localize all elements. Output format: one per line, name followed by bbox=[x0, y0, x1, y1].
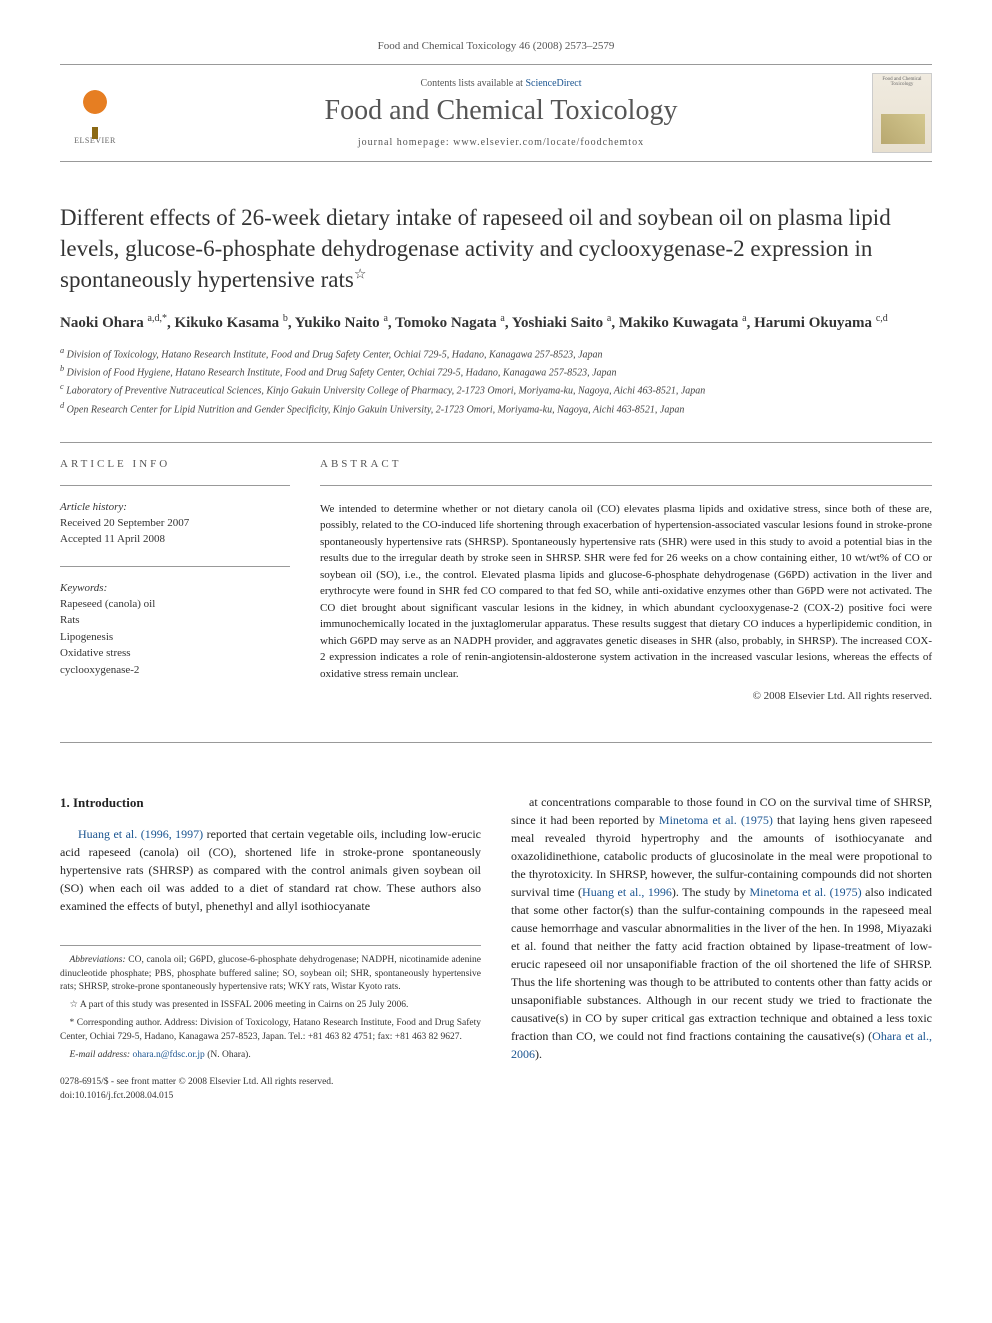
ref-link[interactable]: Huang et al., 1996 bbox=[582, 885, 672, 899]
email-label: E-mail address: bbox=[70, 1050, 131, 1060]
abbreviations-footnote: Abbreviations: CO, canola oil; G6PD, glu… bbox=[60, 954, 481, 995]
abstract-divider bbox=[320, 485, 932, 486]
elsevier-logo: ELSEVIER bbox=[60, 73, 130, 153]
affiliation-2: c Laboratory of Preventive Nutraceutical… bbox=[60, 381, 932, 398]
keyword-1: Rats bbox=[60, 612, 290, 629]
contents-prefix: Contents lists available at bbox=[420, 78, 525, 89]
keywords-label: Keywords: bbox=[60, 582, 290, 594]
divider-below-abstract bbox=[60, 742, 932, 743]
ref-link[interactable]: Minetoma et al. (1975) bbox=[659, 813, 773, 827]
article-history-block: Article history: Received 20 September 2… bbox=[60, 501, 290, 548]
divider-line bbox=[60, 442, 932, 443]
title-text: Different effects of 26-week dietary int… bbox=[60, 205, 891, 292]
keyword-2: Lipogenesis bbox=[60, 629, 290, 646]
star-footnote: ☆ A part of this study was presented in … bbox=[60, 999, 481, 1013]
contents-available-line: Contents lists available at ScienceDirec… bbox=[150, 78, 852, 89]
email-footnote: E-mail address: ohara.n@fdsc.or.jp (N. O… bbox=[60, 1049, 481, 1063]
sciencedirect-link[interactable]: ScienceDirect bbox=[525, 78, 581, 89]
footnotes-block: Abbreviations: CO, canola oil; G6PD, glu… bbox=[60, 945, 481, 1062]
journal-homepage-line: journal homepage: www.elsevier.com/locat… bbox=[150, 137, 852, 148]
abstract-copyright: © 2008 Elsevier Ltd. All rights reserved… bbox=[320, 690, 932, 702]
elsevier-tree-icon bbox=[70, 82, 120, 132]
email-suffix: (N. Ohara). bbox=[205, 1050, 251, 1060]
journal-banner: ELSEVIER Contents lists available at Sci… bbox=[60, 64, 932, 162]
affiliations-list: a Division of Toxicology, Hatano Researc… bbox=[60, 345, 932, 417]
body-column-left: 1. Introduction Huang et al. (1996, 1997… bbox=[60, 793, 481, 1102]
ref-link[interactable]: Ohara et al., 2006 bbox=[511, 1029, 932, 1061]
affiliation-1: b Division of Food Hygiene, Hatano Resea… bbox=[60, 363, 932, 380]
journal-cover-thumbnail: Food and Chemical Toxicology bbox=[872, 73, 932, 153]
intro-paragraph-1: Huang et al. (1996, 1997) reported that … bbox=[60, 825, 481, 915]
corresponding-author-footnote: * Corresponding author. Address: Divisio… bbox=[60, 1017, 481, 1045]
abstract-column: ABSTRACT We intended to determine whethe… bbox=[320, 458, 932, 703]
article-info-column: ARTICLE INFO Article history: Received 2… bbox=[60, 458, 290, 703]
abbrev-label: Abbreviations: bbox=[70, 955, 126, 965]
keyword-0: Rapeseed (canola) oil bbox=[60, 596, 290, 613]
body-column-right: at concentrations comparable to those fo… bbox=[511, 793, 932, 1102]
banner-center: Contents lists available at ScienceDirec… bbox=[130, 78, 872, 148]
keyword-3: Oxidative stress bbox=[60, 645, 290, 662]
article-title: Different effects of 26-week dietary int… bbox=[60, 202, 932, 295]
info-divider-1 bbox=[60, 485, 290, 486]
doi-line: doi:10.1016/j.fct.2008.04.015 bbox=[60, 1090, 481, 1103]
running-header: Food and Chemical Toxicology 46 (2008) 2… bbox=[60, 40, 932, 52]
abstract-text: We intended to determine whether or not … bbox=[320, 501, 932, 683]
abstract-heading: ABSTRACT bbox=[320, 458, 932, 470]
affiliation-0: a Division of Toxicology, Hatano Researc… bbox=[60, 345, 932, 362]
ref-huang-1996-1997[interactable]: Huang et al. (1996, 1997) bbox=[78, 827, 203, 841]
email-link[interactable]: ohara.n@fdsc.or.jp bbox=[130, 1050, 205, 1060]
page-container: Food and Chemical Toxicology 46 (2008) 2… bbox=[0, 0, 992, 1143]
intro-paragraph-2: at concentrations comparable to those fo… bbox=[511, 793, 932, 1063]
corr-label: * Corresponding author. bbox=[70, 1018, 162, 1028]
body-columns: 1. Introduction Huang et al. (1996, 1997… bbox=[60, 793, 932, 1102]
homepage-prefix: journal homepage: bbox=[358, 137, 453, 148]
homepage-url[interactable]: www.elsevier.com/locate/foodchemtox bbox=[453, 137, 644, 148]
journal-name: Food and Chemical Toxicology bbox=[150, 95, 852, 127]
front-matter-line: 0278-6915/$ - see front matter © 2008 El… bbox=[60, 1076, 481, 1089]
keyword-4: cyclooxygenase-2 bbox=[60, 662, 290, 679]
info-divider-2 bbox=[60, 566, 290, 567]
section-1-heading: 1. Introduction bbox=[60, 793, 481, 813]
info-abstract-row: ARTICLE INFO Article history: Received 2… bbox=[60, 458, 932, 703]
doi-block: 0278-6915/$ - see front matter © 2008 El… bbox=[60, 1076, 481, 1103]
ref-link[interactable]: Minetoma et al. (1975) bbox=[749, 885, 861, 899]
title-star-icon: ☆ bbox=[354, 267, 367, 282]
affiliation-3: d Open Research Center for Lipid Nutriti… bbox=[60, 400, 932, 417]
authors-list: Naoki Ohara a,d,*, Kikuko Kasama b, Yuki… bbox=[60, 311, 932, 335]
accepted-date: Accepted 11 April 2008 bbox=[60, 531, 290, 548]
history-label: Article history: bbox=[60, 501, 290, 513]
article-info-heading: ARTICLE INFO bbox=[60, 458, 290, 470]
received-date: Received 20 September 2007 bbox=[60, 515, 290, 532]
cover-title: Food and Chemical Toxicology bbox=[882, 77, 921, 87]
keywords-block: Keywords: Rapeseed (canola) oilRatsLipog… bbox=[60, 582, 290, 679]
